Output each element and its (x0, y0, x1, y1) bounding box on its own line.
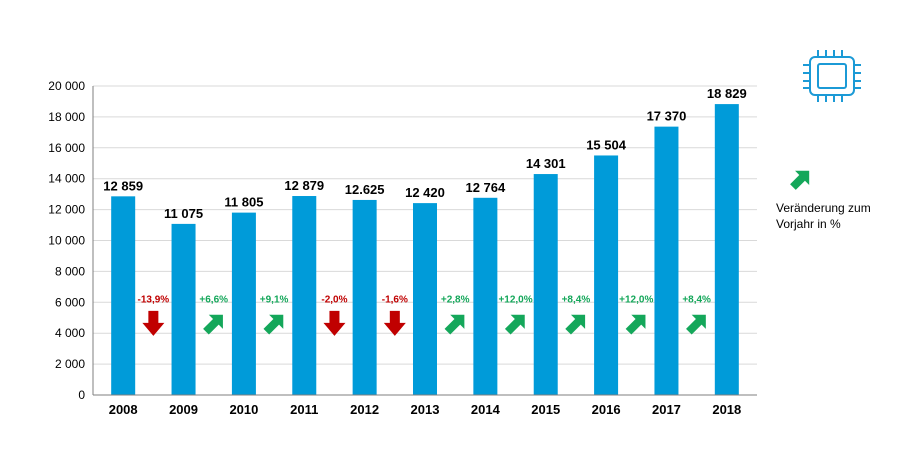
change-label: +9,1% (260, 294, 289, 305)
bar-2015 (533, 174, 558, 395)
up-arrow-icon (686, 314, 706, 335)
y-tick-label: 14 000 (48, 172, 85, 186)
bar-2012 (352, 199, 377, 395)
legend-text-line1: Veränderung zum (776, 201, 871, 215)
bar-2013 (413, 203, 437, 395)
value-label-2017: 17 370 (647, 109, 687, 124)
value-label-2016: 15 504 (586, 137, 627, 152)
legend-text-line2: Vorjahr in % (776, 217, 841, 231)
value-label-2010: 11 805 (224, 195, 263, 210)
y-tick-label: 18 000 (48, 110, 85, 124)
y-tick-label: 12 000 (48, 203, 85, 217)
x-tick-label: 2017 (652, 402, 681, 417)
microchip-icon (803, 50, 861, 102)
bars (111, 104, 739, 396)
x-tick-label: 2014 (471, 402, 501, 417)
y-tick-label: 2 000 (55, 357, 85, 371)
value-label-2008: 12 859 (103, 178, 143, 193)
down-arrow-icon (383, 310, 406, 336)
x-tick-label: 2016 (592, 402, 621, 417)
change-label: +12,0% (619, 294, 653, 305)
change-label: -1,6% (382, 294, 408, 305)
up-arrow-icon (263, 314, 284, 335)
x-tick-label: 2012 (350, 402, 379, 417)
bar-2010 (231, 212, 256, 395)
change-label: -13,9% (138, 294, 170, 305)
x-tick-label: 2009 (169, 402, 198, 417)
y-tick-label: 4 000 (55, 326, 85, 340)
axes: 0 2 000 4 000 6 000 8 000 10 000 12 000 14 000 1… (48, 79, 757, 417)
x-tick-label: 2015 (531, 402, 560, 417)
down-arrow-icon (142, 310, 165, 336)
change-label: -2,0% (321, 294, 347, 305)
change-label: +8,4% (682, 294, 711, 305)
change-label: +2,8% (441, 294, 470, 305)
y-tick-label: 16 000 (48, 141, 85, 155)
value-label-2011: 12 879 (284, 178, 324, 193)
up-arrow-icon (444, 314, 465, 335)
bar-2017 (654, 126, 679, 396)
change-label: +8,4% (562, 294, 591, 305)
data-labels: 12 859 11 075 11 805 12 879 12.625 12 420 12 7… (103, 86, 746, 221)
y-tick-label: 6 000 (55, 295, 85, 309)
down-arrow-icon (323, 310, 346, 336)
up-arrow-icon (504, 314, 525, 335)
x-tick-label: 2018 (712, 402, 741, 417)
y-tick-label: 8 000 (55, 264, 85, 278)
value-label-2018: 18 829 (707, 86, 747, 101)
y-tick-label: 20 000 (48, 79, 85, 93)
value-label-2012: 12.625 (345, 182, 385, 197)
x-tick-label: 2011 (290, 402, 318, 417)
legend-up-arrow-icon (790, 170, 810, 190)
change-label: +6,6% (199, 294, 228, 305)
bar-2011 (292, 196, 317, 395)
value-label-2014: 12 764 (465, 180, 506, 195)
bar-2009 (171, 223, 196, 395)
value-label-2013: 12 420 (405, 185, 445, 200)
x-tick-label: 2013 (411, 402, 440, 417)
x-tick-label: 2010 (229, 402, 258, 417)
x-tick-label: 2008 (109, 402, 138, 417)
bar-2014 (473, 197, 498, 395)
bar-2016 (594, 155, 619, 395)
change-label: +12,0% (498, 294, 532, 305)
bar-2018 (714, 104, 739, 395)
up-arrow-icon (625, 314, 646, 335)
y-tick-label: 10 000 (48, 234, 85, 248)
up-arrow-icon (203, 314, 223, 335)
up-arrow-icon (565, 314, 586, 335)
y-tick-label: 0 (78, 388, 85, 402)
value-label-2015: 14 301 (526, 156, 566, 171)
change-indicators: -13,9% +6,6% +9,1% -2,0% -1,6% +2,8% +12,0% +8,… (138, 294, 711, 336)
bar-2008 (111, 196, 136, 395)
value-label-2009: 11 075 (164, 206, 203, 221)
legend: Veränderung zum Vorjahr in % (776, 170, 871, 231)
